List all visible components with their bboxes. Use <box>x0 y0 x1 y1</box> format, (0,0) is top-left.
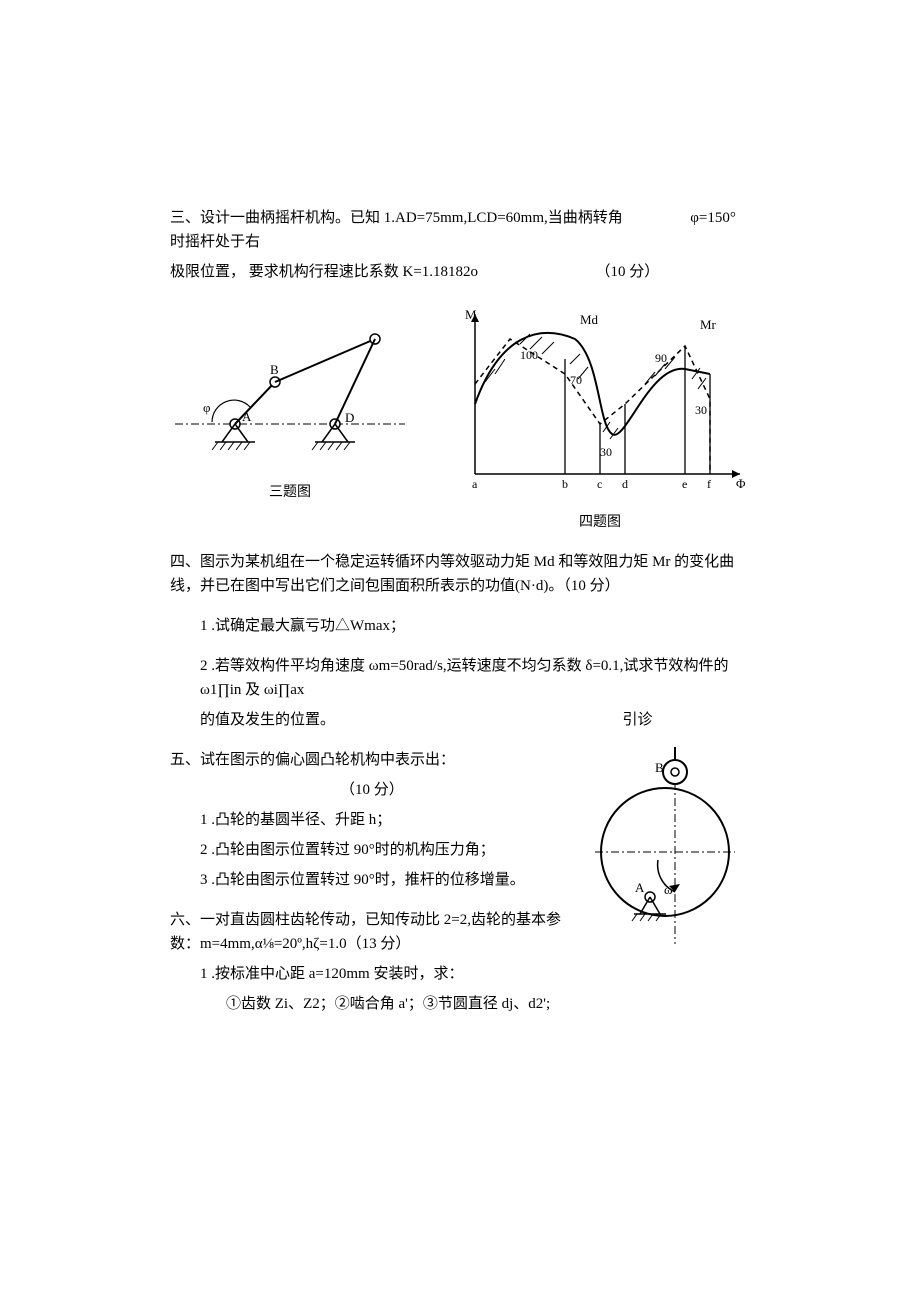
q5-omega: ω <box>664 882 673 897</box>
q3-B-label: B <box>270 362 279 377</box>
q4-xc: c <box>597 477 602 491</box>
q3-line1: 三、设计一曲柄摇杆机构。已知 1.AD=75mm,LCD=60mm,当曲柄转角 … <box>170 206 750 254</box>
q3-caption: 三题图 <box>269 482 311 504</box>
q6-line1: 六、一对直齿圆柱齿轮传动，已知传动比 2=2,齿轮的基本参数：m=4mm,α⅛=… <box>170 908 570 956</box>
q3-line2: 极限位置， 要求机构行程速比系数 K=1.18182o <box>170 264 478 280</box>
q3-A-label: A <box>242 409 252 424</box>
q3-svg: φ A B D <box>170 304 410 474</box>
q3-points: （10 分） <box>596 264 660 280</box>
q6-item1: 1 .按标准中心距 a=120mm 安装时，求： <box>200 962 750 986</box>
q4-item2b-right: 引诊 <box>623 712 653 728</box>
q3-figure: φ A B D 三题图 <box>170 304 410 504</box>
q3-D-label: D <box>345 410 354 425</box>
q4-item2b-row: 的值及发生的位置。 引诊 <box>200 708 750 732</box>
q4-v70: 70 <box>570 373 582 387</box>
q4-v90: 90 <box>655 351 667 365</box>
q4-line1: 四、图示为某机组在一个稳定运转循环内等效驱动力矩 Md 和等效阻力矩 Mr 的变… <box>170 550 750 598</box>
q5-B: B <box>655 760 664 775</box>
q4-Md-label: Md <box>580 312 599 327</box>
q4-v30b: 30 <box>695 403 707 417</box>
q3-line1-left: 三、设计一曲柄摇杆机构。已知 1.AD=75mm,LCD=60mm,当曲柄转角 <box>170 210 623 226</box>
q4-xd: d <box>622 477 628 491</box>
q5-A: A <box>635 880 645 895</box>
q4-item2b: 的值及发生的位置。 <box>200 712 335 728</box>
q4-v100: 100 <box>520 348 538 362</box>
q4-Mr-label: Mr <box>700 317 717 332</box>
q6-sub1: ①齿数 Zi、Z2；②啮合角 a'；③节圆直径 dj、d2'; <box>226 992 750 1016</box>
q4-xe: e <box>682 477 687 491</box>
q3-line2-row: 极限位置， 要求机构行程速比系数 K=1.18182o （10 分） <box>170 260 750 284</box>
figures-row: φ A B D 三题图 M Φ <box>170 304 750 534</box>
q3-phi-label: φ <box>203 400 211 415</box>
q4-v30a: 30 <box>600 445 612 459</box>
q4-axis-M: M <box>465 307 477 322</box>
q4-caption: 四题图 <box>579 512 621 534</box>
q4-xa: a <box>472 477 478 491</box>
q5-figure: B A ω <box>580 742 750 952</box>
q4-xb: b <box>562 477 568 491</box>
q4-item2: 2 .若等效构件平均角速度 ωm=50rad/s,运转速度不均匀系数 δ=0.1… <box>200 654 750 702</box>
q4-svg: M Φ <box>450 304 750 504</box>
q4-item1: 1 .试确定最大赢亏功△Wmax； <box>200 614 750 638</box>
q4-axis-phi: Φ <box>736 476 746 491</box>
q4-xf: f <box>707 477 711 491</box>
q5-svg: B A ω <box>580 742 750 952</box>
q4-figure: M Φ <box>450 304 750 534</box>
